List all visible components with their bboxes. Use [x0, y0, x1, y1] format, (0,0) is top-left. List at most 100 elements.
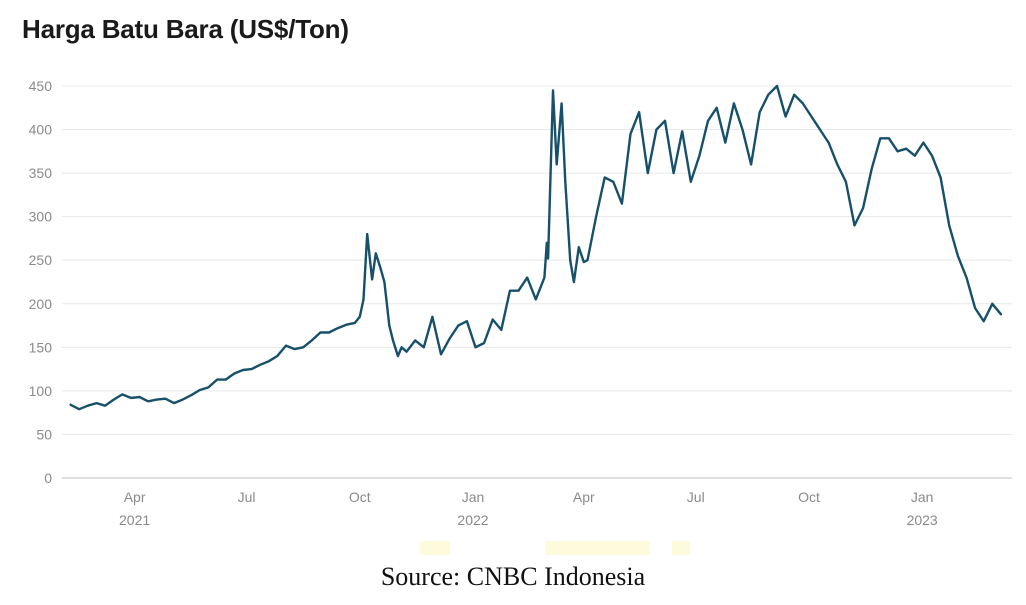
y-tick-label: 100 [29, 383, 53, 399]
data-point [371, 278, 373, 281]
data-point [552, 89, 554, 92]
data-point [827, 141, 830, 144]
data-point [431, 316, 434, 318]
data-point [836, 163, 839, 166]
data-point [922, 141, 925, 144]
data-point [423, 346, 425, 349]
data-point [802, 102, 804, 105]
x-tick-label: Jan [462, 489, 485, 505]
y-tick-label: 450 [29, 78, 53, 94]
data-point [741, 128, 744, 131]
y-tick-label: 400 [29, 122, 53, 138]
data-point [276, 355, 279, 357]
data-point [810, 115, 813, 118]
data-point [328, 331, 330, 334]
data-point [87, 404, 89, 407]
series-layer [69, 84, 1003, 411]
data-point [383, 281, 386, 283]
data-point [250, 368, 253, 370]
x-tick-year-label: 2022 [457, 512, 488, 528]
data-point [173, 402, 175, 404]
data-point [181, 398, 184, 401]
data-point [543, 276, 546, 279]
data-point [733, 102, 735, 105]
data-point [957, 255, 959, 257]
y-tick-label: 0 [44, 470, 52, 486]
data-point [578, 246, 580, 248]
data-point [156, 398, 158, 401]
data-point [612, 181, 615, 183]
data-point [448, 337, 451, 340]
data-point [267, 360, 270, 363]
data-point [500, 329, 503, 331]
data-point [78, 408, 80, 411]
data-point [758, 111, 761, 113]
x-tick-label: Jul [687, 489, 705, 505]
data-point [400, 346, 403, 349]
chart-title: Harga Batu Bara (US$/Ton) [22, 14, 349, 44]
y-tick-label: 50 [36, 426, 52, 442]
x-tick-label: Oct [349, 489, 371, 505]
data-point [547, 257, 549, 260]
data-point [573, 281, 575, 283]
x-tick-year-label: 2021 [119, 512, 150, 528]
data-point [603, 176, 606, 179]
data-point [621, 202, 623, 205]
data-point [991, 303, 994, 305]
line-chart: 0 50 100 150 200 250 300 350 400 450 Apr 2021 Jul Oc… [29, 78, 1012, 528]
x-tick-label: Jan [911, 489, 934, 505]
price-line [69, 84, 1003, 411]
data-point [845, 181, 847, 183]
data-point [767, 93, 770, 96]
data-point [224, 378, 227, 381]
data-point [896, 150, 899, 153]
x-tick-year-label: 2023 [907, 512, 938, 528]
data-point [560, 102, 563, 105]
data-point [440, 353, 442, 356]
x-tick-label: Apr [573, 489, 595, 505]
y-tick-label: 300 [29, 209, 53, 225]
data-point [302, 346, 305, 349]
data-point [397, 355, 399, 357]
data-point [914, 154, 916, 157]
data-point [388, 324, 391, 327]
data-point [199, 389, 201, 391]
data-point [870, 168, 873, 170]
y-tick-label: 200 [29, 296, 53, 312]
data-point [784, 115, 787, 118]
y-tick-label: 350 [29, 165, 53, 181]
grid-lines [62, 85, 1012, 479]
data-point [130, 397, 132, 399]
faded-mark [420, 541, 450, 555]
data-point [546, 242, 548, 244]
data-point [638, 111, 640, 113]
data-point [233, 372, 236, 375]
data-point [655, 128, 658, 131]
data-point [931, 154, 933, 157]
data-point [112, 398, 115, 401]
data-point [535, 298, 537, 301]
data-point [965, 276, 968, 279]
data-point [793, 93, 795, 96]
data-point [164, 397, 167, 400]
data-point [939, 176, 942, 179]
data-point [375, 252, 377, 255]
data-point [905, 147, 907, 150]
data-point [819, 128, 821, 131]
data-point [647, 172, 649, 174]
data-point [586, 259, 589, 262]
data-point [517, 289, 520, 292]
data-point [392, 339, 394, 342]
y-tick-label: 150 [29, 339, 53, 355]
data-point [595, 215, 597, 218]
data-point [681, 130, 683, 133]
data-point [888, 137, 890, 140]
data-point [664, 120, 666, 122]
data-point [509, 289, 511, 292]
data-point [311, 339, 313, 342]
faded-mark [672, 541, 690, 555]
data-point [672, 172, 675, 174]
data-point [147, 400, 149, 403]
x-tick-label: Jul [238, 489, 256, 505]
data-point [629, 133, 632, 135]
